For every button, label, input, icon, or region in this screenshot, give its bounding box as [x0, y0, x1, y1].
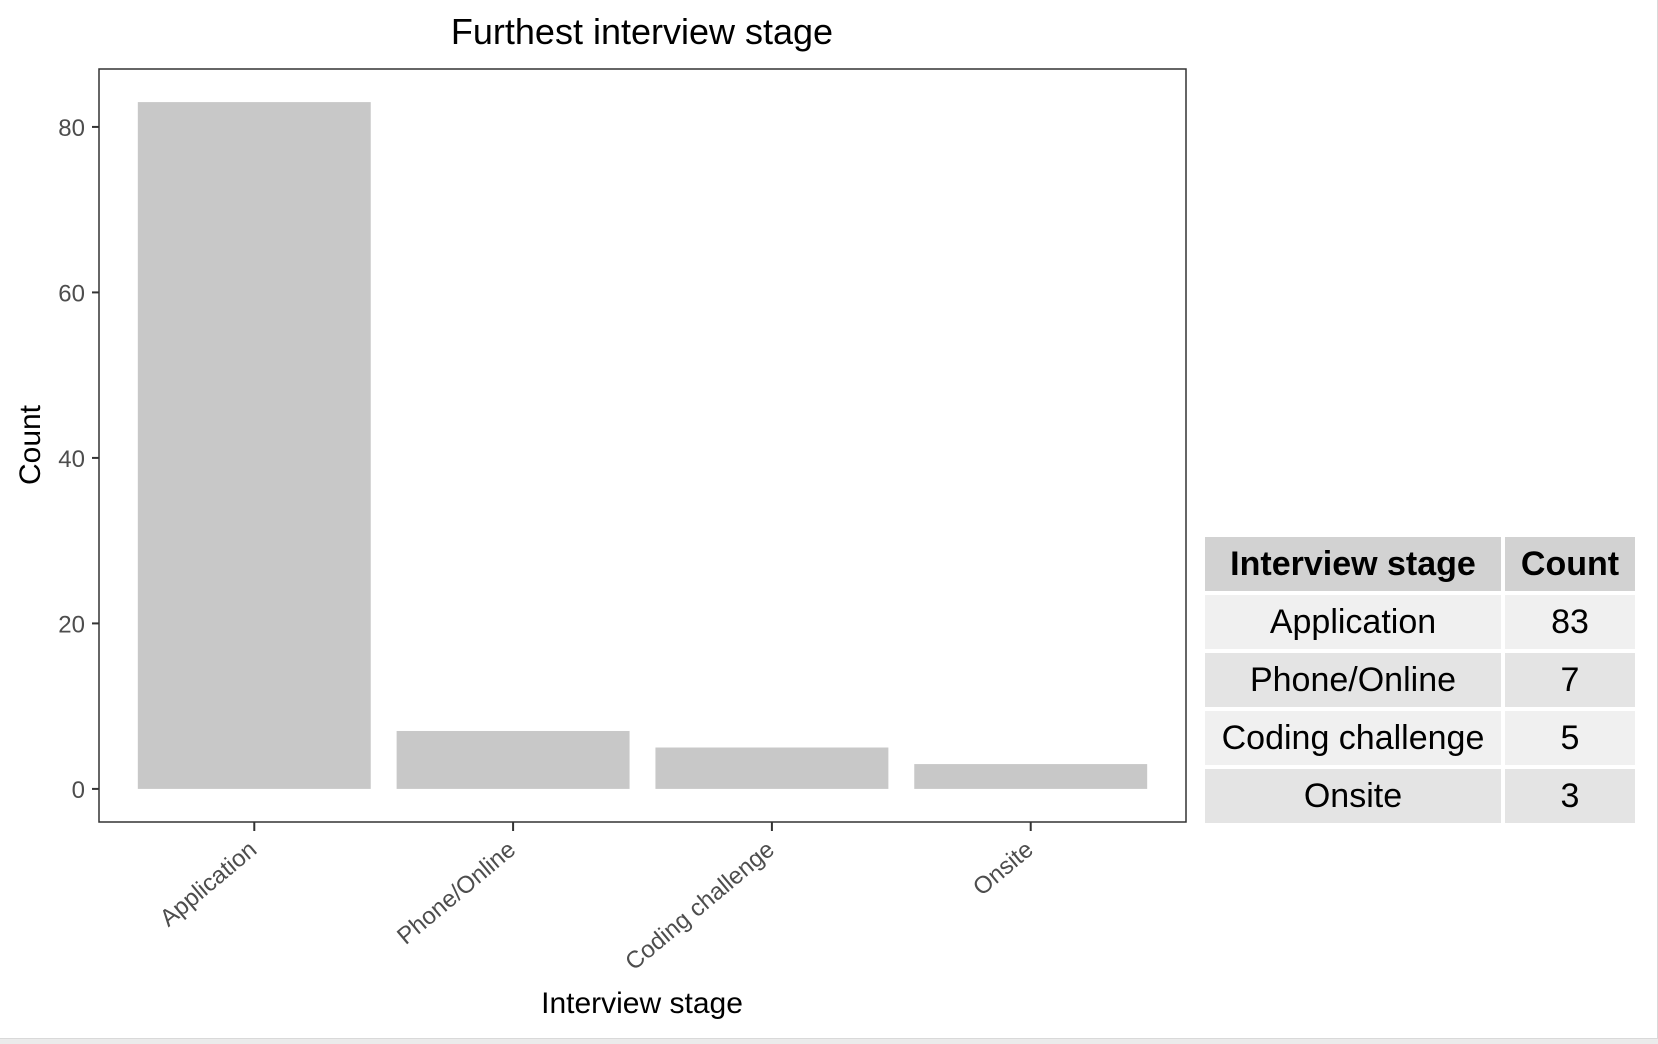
table-header-stage: Interview stage: [1205, 537, 1501, 591]
table-header-count: Count: [1505, 537, 1635, 591]
x-axis-label: Interview stage: [541, 987, 743, 1020]
table-cell-stage: Coding challenge: [1205, 711, 1501, 765]
y-axis-label: Count: [14, 404, 47, 485]
table-row: Coding challenge 5: [1205, 711, 1635, 765]
bar-onsite: [914, 764, 1148, 789]
table-cell-count: 83: [1505, 595, 1635, 649]
table-cell-stage: Phone/Online: [1205, 653, 1501, 707]
x-tick-label: Application: [155, 836, 262, 932]
summary-table: Interview stage Count Application 83 Pho…: [1201, 533, 1639, 827]
table-row: Application 83: [1205, 595, 1635, 649]
y-tick-label: 20: [58, 611, 85, 638]
x-tick-label: Phone/Online: [392, 836, 521, 950]
bar-phone-online: [396, 730, 630, 789]
table-cell-stage: Onsite: [1205, 769, 1501, 823]
bar-chart: Furthest interview stage 0 20 40 60 80 Appli…: [14, 11, 1187, 1020]
y-tick-label: 80: [58, 115, 85, 142]
table-header-row: Interview stage Count: [1205, 537, 1635, 591]
chart-title: Furthest interview stage: [451, 11, 833, 52]
x-tick-label: Coding challenge: [620, 836, 779, 976]
table-cell-stage: Application: [1205, 595, 1501, 649]
table-cell-count: 3: [1505, 769, 1635, 823]
table-cell-count: 7: [1505, 653, 1635, 707]
table-row: Onsite 3: [1205, 769, 1635, 823]
table-row: Phone/Online 7: [1205, 653, 1635, 707]
bar-coding-challenge: [655, 747, 889, 789]
y-tick-label: 40: [58, 446, 85, 473]
x-tick-label: Onsite: [968, 836, 1038, 901]
bar-application: [137, 102, 371, 789]
y-tick-label: 60: [58, 280, 85, 307]
table-cell-count: 5: [1505, 711, 1635, 765]
y-tick-label: 0: [72, 777, 85, 804]
